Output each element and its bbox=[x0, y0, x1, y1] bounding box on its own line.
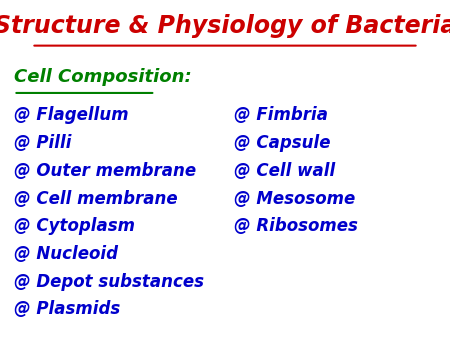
Text: @ Ribosomes: @ Ribosomes bbox=[234, 217, 358, 235]
Text: @ Nucleoid: @ Nucleoid bbox=[14, 245, 117, 263]
Text: @ Fimbria: @ Fimbria bbox=[234, 106, 328, 124]
Text: @ Capsule: @ Capsule bbox=[234, 134, 330, 152]
Text: @ Flagellum: @ Flagellum bbox=[14, 106, 128, 124]
Text: @ Cell wall: @ Cell wall bbox=[234, 162, 335, 180]
Text: @ Cell membrane: @ Cell membrane bbox=[14, 190, 177, 208]
Text: @ Mesosome: @ Mesosome bbox=[234, 190, 355, 208]
Text: @ Plasmids: @ Plasmids bbox=[14, 300, 120, 318]
Text: @ Cytoplasm: @ Cytoplasm bbox=[14, 217, 135, 235]
Text: Structure & Physiology of Bacteria: Structure & Physiology of Bacteria bbox=[0, 14, 450, 38]
Text: Cell Composition:: Cell Composition: bbox=[14, 68, 191, 86]
Text: @ Outer membrane: @ Outer membrane bbox=[14, 162, 196, 180]
Text: @ Depot substances: @ Depot substances bbox=[14, 273, 203, 291]
Text: @ Pilli: @ Pilli bbox=[14, 134, 71, 152]
